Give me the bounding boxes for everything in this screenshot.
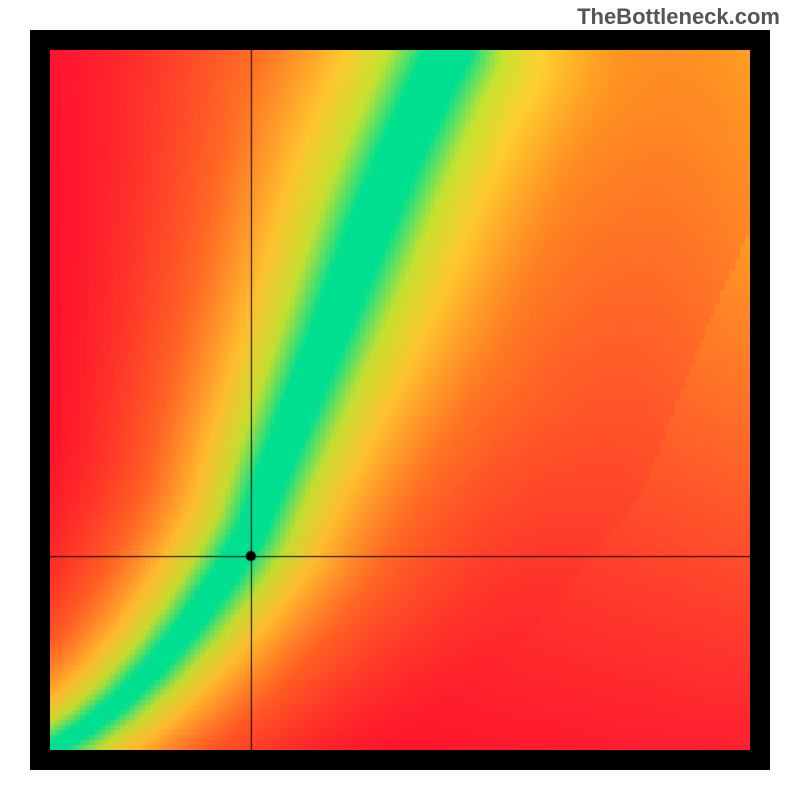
chart-frame	[30, 30, 770, 770]
heatmap-canvas	[50, 50, 750, 750]
watermark-text: TheBottleneck.com	[577, 4, 780, 30]
heatmap-plot	[50, 50, 750, 750]
